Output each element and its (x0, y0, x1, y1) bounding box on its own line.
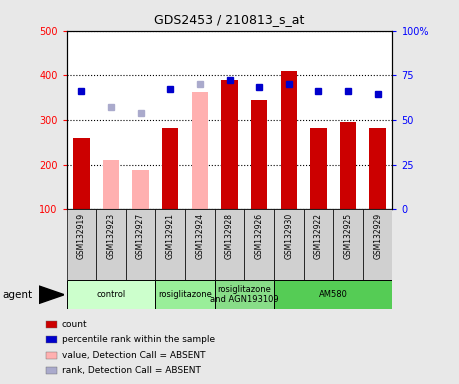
Bar (215, 280, 274, 309)
Bar (133, 170, 149, 209)
Bar (363, 209, 392, 280)
Bar (369, 128, 386, 209)
Text: percentile rank within the sample: percentile rank within the sample (62, 335, 215, 344)
Text: value, Detection Call = ABSENT: value, Detection Call = ABSENT (62, 351, 206, 360)
Text: GSM132927: GSM132927 (136, 213, 145, 259)
Bar (156, 280, 215, 309)
Text: rank, Detection Call = ABSENT: rank, Detection Call = ABSENT (62, 366, 201, 375)
Text: GSM132924: GSM132924 (196, 213, 204, 259)
Text: rosiglitazone
and AGN193109: rosiglitazone and AGN193109 (210, 285, 279, 305)
Bar (251, 100, 267, 209)
Bar (333, 209, 363, 280)
Bar (274, 209, 303, 280)
Text: GSM132928: GSM132928 (225, 213, 234, 259)
Text: agent: agent (2, 290, 33, 300)
Bar (73, 138, 90, 209)
Bar (126, 209, 156, 280)
Bar (340, 122, 356, 209)
Text: GSM132923: GSM132923 (106, 213, 116, 259)
Text: control: control (96, 290, 126, 299)
Text: count: count (62, 320, 88, 329)
Text: GSM132926: GSM132926 (255, 213, 263, 259)
Text: rosiglitazone: rosiglitazone (158, 290, 212, 299)
Bar (103, 160, 119, 209)
Bar (280, 71, 297, 209)
Text: GSM132930: GSM132930 (284, 213, 293, 259)
Text: AM580: AM580 (319, 290, 347, 299)
Bar (215, 209, 244, 280)
Bar (67, 280, 156, 309)
Text: GSM132921: GSM132921 (166, 213, 175, 259)
Bar (244, 209, 274, 280)
Bar (221, 80, 238, 209)
Text: GSM132922: GSM132922 (314, 213, 323, 259)
Bar (274, 280, 392, 309)
Text: GSM132925: GSM132925 (343, 213, 353, 259)
Bar (192, 92, 208, 209)
Bar (156, 209, 185, 280)
Bar (310, 128, 326, 209)
Bar (67, 209, 96, 280)
Bar (162, 128, 179, 209)
Text: GDS2453 / 210813_s_at: GDS2453 / 210813_s_at (154, 13, 305, 26)
Bar (96, 209, 126, 280)
Bar (185, 209, 215, 280)
Polygon shape (39, 286, 64, 303)
Bar (303, 209, 333, 280)
Text: GSM132919: GSM132919 (77, 213, 86, 259)
Text: GSM132929: GSM132929 (373, 213, 382, 259)
